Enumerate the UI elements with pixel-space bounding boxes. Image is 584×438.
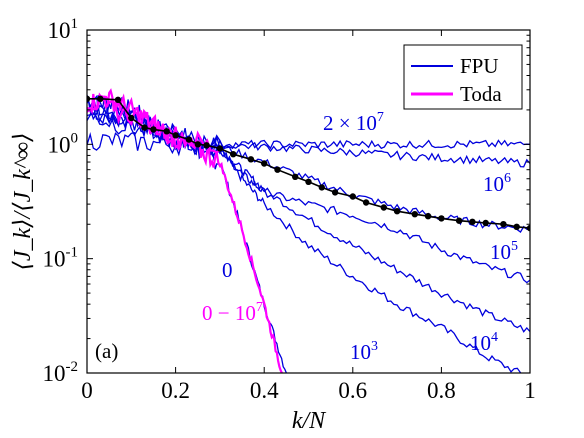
- x-tick-labels: 0 0.2 0.4 0.6 0.8 1: [81, 378, 536, 403]
- x-tick-label: 0.6: [338, 378, 367, 403]
- legend-label-toda: Toda: [460, 82, 502, 106]
- fit-point: [194, 141, 201, 148]
- fit-point: [261, 160, 268, 167]
- y-tick-labels: 10-2 10-1 100 101: [43, 16, 79, 386]
- fit-point: [349, 193, 356, 200]
- plot-frame: [86, 29, 531, 374]
- series-line-fpu-3: [87, 104, 530, 284]
- fit-point: [455, 217, 463, 224]
- curve-annotations: 2 × 107 106 105 104 103 0 0 − 107: [202, 110, 518, 364]
- y-tick-label: 101: [48, 16, 79, 43]
- fit-point: [362, 199, 370, 206]
- fit-point: [380, 204, 387, 211]
- fit-point: [230, 151, 237, 158]
- plot-series-layer: [87, 88, 530, 373]
- x-tick-label: 1: [524, 378, 536, 403]
- fit-point: [331, 189, 339, 196]
- x-tick-label: 0.4: [250, 378, 279, 403]
- y-axis-label: ⟨J_k⟩/⟨J_k^∞⟩: [10, 133, 36, 271]
- series-line-fpu-6: [87, 131, 530, 157]
- x-tick-label: 0: [81, 378, 93, 403]
- series-line-fpu-1: [87, 102, 522, 373]
- x-tick-label: 0.8: [427, 378, 456, 403]
- fit-point: [185, 136, 193, 143]
- y-tick-label: 10-1: [43, 245, 79, 272]
- fit-point: [526, 224, 530, 232]
- fit-point: [128, 114, 135, 122]
- fit-point: [469, 218, 476, 225]
- curve-annotation: 0: [222, 258, 233, 282]
- fit-point: [500, 221, 507, 228]
- fit-point: [114, 96, 122, 104]
- fit-point: [393, 208, 401, 215]
- x-axis-label: k/N: [292, 408, 327, 434]
- fit-point: [203, 142, 210, 149]
- x-tick-label: 0.2: [161, 378, 190, 403]
- fit-point: [247, 156, 255, 163]
- legend-label-fpu: FPU: [460, 54, 499, 78]
- fit-point: [97, 95, 104, 103]
- curve-annotation: 105: [490, 239, 518, 264]
- panel-label: (a): [95, 339, 118, 363]
- fit-point: [411, 211, 418, 218]
- fit-point: [292, 173, 299, 180]
- fit-point: [513, 223, 520, 230]
- fit-point: [163, 128, 170, 135]
- fit-point: [141, 124, 148, 131]
- fit-point: [216, 145, 224, 152]
- fit-point: [424, 213, 432, 220]
- fit-point: [150, 126, 157, 133]
- curve-annotation: 2 × 107: [323, 110, 384, 135]
- fit-point: [87, 95, 91, 102]
- curve-annotation: 103: [350, 339, 378, 364]
- y-tick-label: 10-2: [43, 359, 79, 386]
- fit-points-layer: [87, 95, 530, 232]
- fit-point: [482, 219, 489, 227]
- legend-box: [403, 44, 523, 110]
- y-tick-label: 100: [48, 130, 79, 157]
- curve-annotation: 106: [483, 171, 511, 196]
- tick-marks-layer: [86, 30, 531, 374]
- curve-annotation: 104: [470, 330, 498, 355]
- fit-point: [305, 178, 312, 185]
- curve-annotation: 0 − 107: [202, 300, 263, 325]
- fit-point: [318, 184, 325, 191]
- fit-point: [172, 132, 179, 139]
- fit-point: [438, 215, 445, 222]
- legend: FPU Toda: [403, 44, 523, 110]
- fit-point: [274, 166, 281, 173]
- series-line-toda-8: [87, 94, 221, 154]
